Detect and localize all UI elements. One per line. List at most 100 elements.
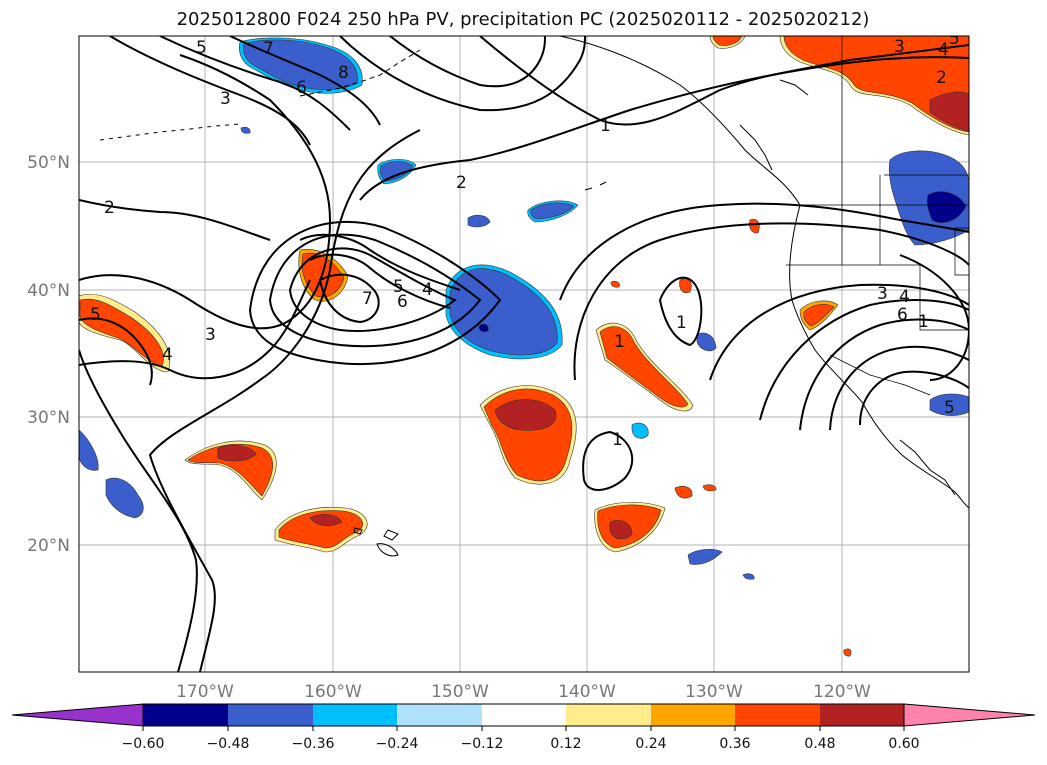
colorbar-segment — [735, 704, 820, 726]
lon-label: 140°W — [558, 682, 616, 702]
contour-label: 6 — [397, 292, 408, 312]
pv-contour-1 — [658, 276, 703, 347]
contour-label: 1 — [600, 116, 611, 136]
colorbar-extend-right — [903, 703, 1036, 727]
pv-contour-1 — [582, 430, 634, 491]
contour-label: 7 — [362, 289, 373, 309]
precip-positive-blob — [494, 399, 557, 431]
precip-negative-blob — [530, 202, 575, 220]
pv-contour-4 — [759, 299, 969, 421]
precip-negative-blob — [105, 477, 144, 519]
contour-label: 6 — [296, 78, 307, 98]
precip-negative — [79, 37, 969, 580]
plot-title: 2025012800 F024 250 hPa PV, precipitatio… — [177, 9, 870, 30]
precip-negative-blob — [631, 422, 649, 439]
colorbar-tick-label: −0.48 — [207, 736, 250, 752]
pv-contour-trough — [339, 36, 586, 112]
lon-axis: 170°W 160°W 150°W 140°W 130°W 120°W — [176, 682, 871, 702]
lat-label: 40°N — [27, 281, 70, 301]
lat-label: 50°N — [27, 153, 70, 173]
pv-contour-ridge — [109, 36, 311, 146]
contour-label: 4 — [899, 287, 910, 307]
pv-contour-2 — [573, 222, 969, 381]
contour-label: 5 — [90, 305, 101, 325]
lat-axis: 50°N 40°N 30°N 20°N — [27, 153, 70, 556]
contour-label: 3 — [220, 89, 231, 109]
precip-positive-blob — [309, 514, 343, 527]
colorbar-segment — [482, 704, 566, 726]
pv-contour-ridge — [229, 36, 381, 126]
precip-negative-blob — [449, 268, 558, 356]
colorbar-segment — [313, 704, 397, 726]
pv-contour-6 — [829, 345, 969, 431]
pv-contour-1 — [559, 202, 969, 301]
pv-contour-2 — [359, 56, 969, 201]
colorbar: −0.60 −0.48 −0.36 −0.24 −0.12 0.12 0.24 … — [11, 703, 1036, 752]
lon-label: 170°W — [176, 682, 234, 702]
coastlines — [99, 36, 969, 557]
pv-contour-4 — [79, 279, 311, 380]
contour-labels: 5 7 3 8 6 2 2 1 5 4 7 6 3 4 5 1 1 1 3 4 … — [90, 36, 960, 450]
pv-contours — [79, 36, 969, 672]
colorbar-segment — [143, 704, 228, 726]
precip-negative-blob — [467, 214, 491, 228]
pv-contour-low — [309, 253, 451, 309]
precip-negative-blob — [380, 161, 414, 182]
precip-negative-blob — [240, 126, 251, 134]
contour-label: 4 — [422, 280, 433, 300]
precip-negative-blob — [926, 191, 967, 223]
colorbar-extend-left — [11, 703, 144, 727]
pv-contour-low — [248, 220, 502, 365]
precip-positive-blob — [712, 36, 743, 46]
precip-negative-blob — [79, 429, 99, 471]
contour-label: 3 — [205, 325, 216, 345]
colorbar-tick-label: −0.12 — [461, 736, 504, 752]
colorbar-segment — [566, 704, 651, 726]
map-frame — [78, 35, 970, 673]
contour-label: 8 — [338, 63, 349, 83]
pv-contour-3 — [79, 54, 332, 330]
precip-positive-blob — [278, 510, 363, 549]
precip-negative-blob — [687, 549, 723, 565]
pv-contour-1 — [479, 36, 969, 126]
pv-contour-low — [299, 233, 461, 291]
precip-positive-blob — [217, 445, 257, 462]
precip-positive-blob — [803, 303, 835, 327]
colorbar-tick-label: −0.60 — [122, 736, 165, 752]
colorbar-tick-label: 0.36 — [719, 736, 750, 752]
colorbar-ticks — [142, 726, 905, 731]
colorbar-tick-label: 0.60 — [888, 736, 919, 752]
pv-contour-low — [268, 233, 482, 348]
precip-positive-blob — [674, 485, 693, 499]
colorbar-segment — [820, 704, 904, 726]
pv-contour-ridge — [159, 36, 351, 131]
precip-negative-blob — [929, 393, 969, 416]
colorbar-tick-label: 0.12 — [550, 736, 581, 752]
lon-label: 160°W — [304, 682, 362, 702]
colorbar-tick-label: 0.24 — [635, 736, 666, 752]
contour-label: 1 — [918, 312, 929, 332]
lon-label: 130°W — [685, 682, 743, 702]
pv-contour-low — [318, 273, 380, 324]
colorbar-segment — [228, 704, 313, 726]
pv-contour-6 — [859, 370, 969, 426]
contour-label: 5 — [944, 398, 955, 418]
contour-label: 3 — [877, 284, 888, 304]
pv-contour-5 — [79, 317, 153, 386]
contour-label: 2 — [936, 68, 947, 88]
pv-contour-1 — [148, 129, 421, 672]
contour-label: 2 — [456, 173, 467, 193]
pv-contour-2 — [79, 199, 271, 241]
contour-label: 7 — [263, 39, 274, 59]
precip-positive-blob — [679, 278, 692, 294]
precip-negative-blob — [742, 573, 755, 580]
precip-positive-blob — [609, 520, 633, 540]
precip-positive — [79, 36, 969, 657]
contour-label: 5 — [393, 277, 404, 297]
colorbar-tick-label: 0.48 — [804, 736, 835, 752]
colorbar-segment — [397, 704, 482, 726]
map-panel: 5 7 3 8 6 2 2 1 5 4 7 6 3 4 5 1 1 1 3 4 … — [79, 36, 969, 672]
pv-contour-trough — [389, 36, 546, 88]
precip-negative-blob — [478, 323, 489, 333]
